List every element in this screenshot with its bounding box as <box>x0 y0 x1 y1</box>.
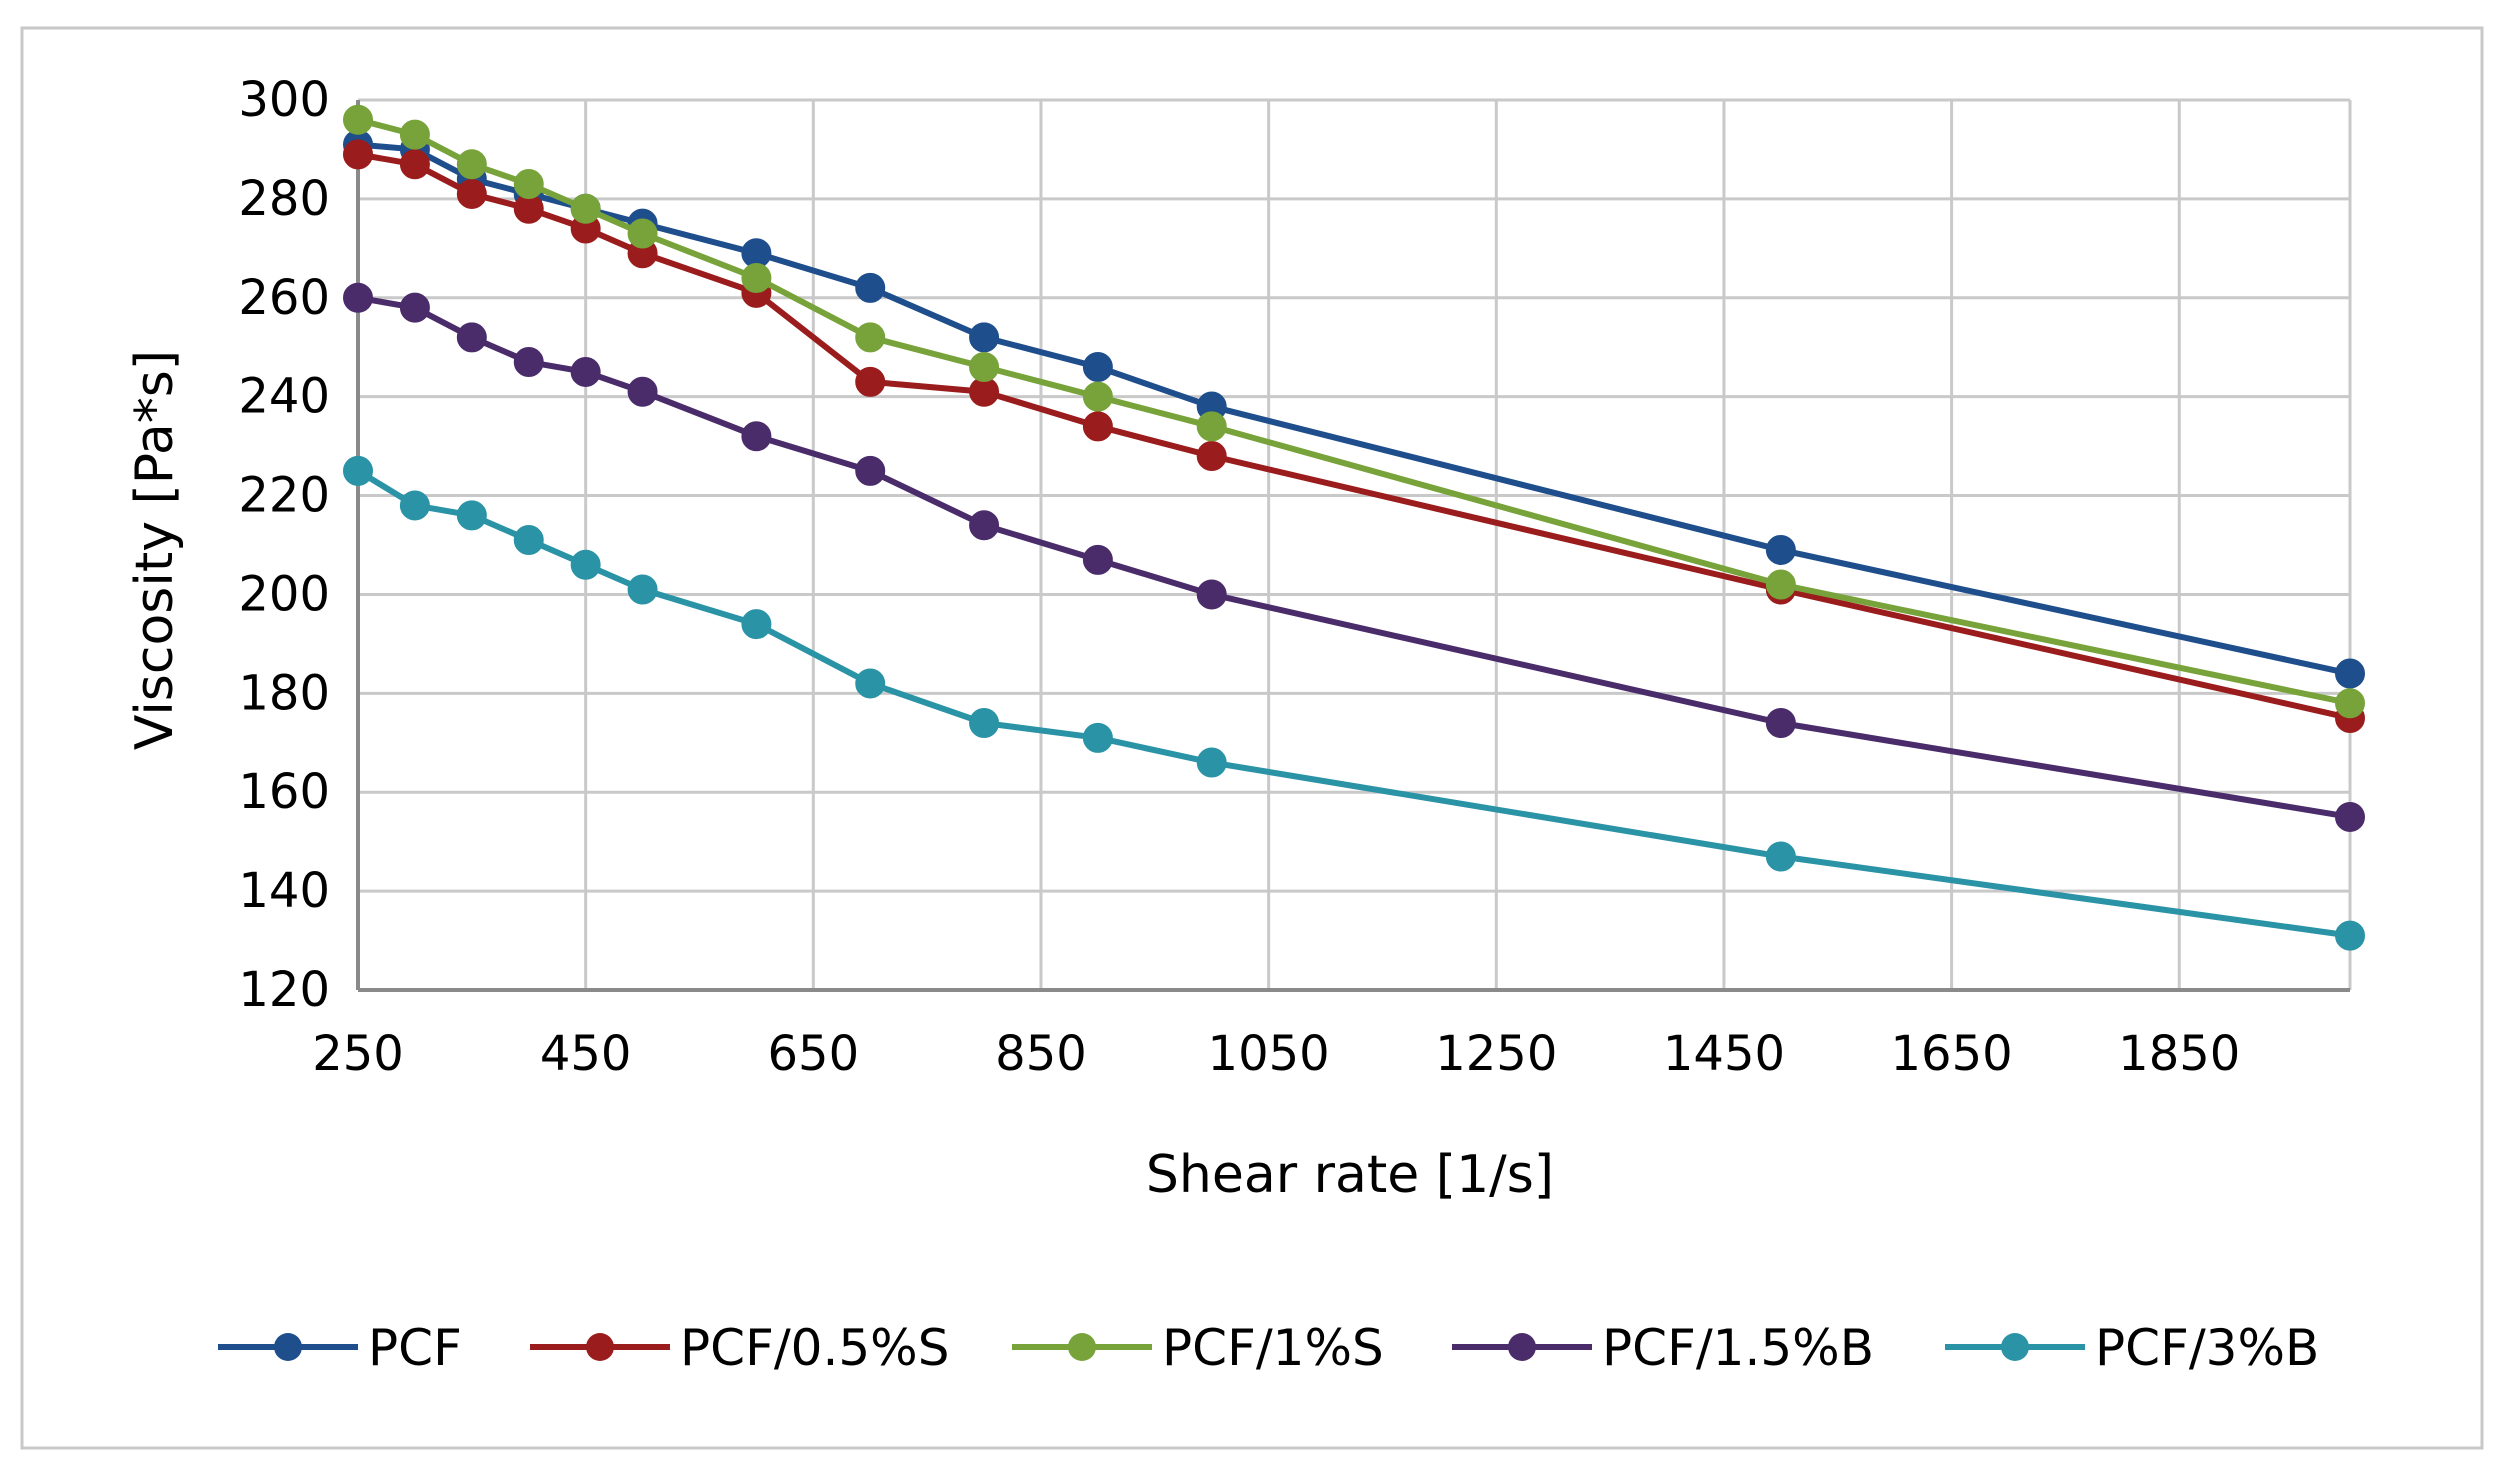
data-point <box>1765 841 1796 872</box>
y-tick-label: 260 <box>238 270 330 326</box>
data-point <box>969 322 1000 353</box>
data-point <box>513 169 544 200</box>
data-point <box>570 549 601 580</box>
legend-item: PCF/3%B <box>1945 1319 2319 1377</box>
data-point <box>343 455 373 486</box>
legend-item: PCF/0.5%S <box>530 1319 949 1377</box>
data-point <box>456 149 487 180</box>
y-tick-label: 200 <box>238 566 330 622</box>
data-point <box>399 490 430 521</box>
data-point <box>969 510 1000 541</box>
data-point <box>456 178 487 209</box>
data-point <box>855 455 886 486</box>
y-tick-label: 280 <box>238 171 330 227</box>
data-point <box>343 139 373 170</box>
data-point <box>1082 411 1113 442</box>
x-tick-label: 1450 <box>1663 1026 1785 1082</box>
legend-item: PCF <box>218 1319 462 1377</box>
data-point <box>741 609 772 640</box>
y-tick-label: 140 <box>238 863 330 919</box>
data-point <box>399 149 430 180</box>
legend-item: PCF/1.5%B <box>1452 1319 1874 1377</box>
data-point <box>399 119 430 150</box>
x-tick-label: 1650 <box>1891 1026 2013 1082</box>
data-point <box>1082 381 1113 412</box>
y-tick-label: 220 <box>238 468 330 524</box>
data-point <box>399 292 430 323</box>
data-point <box>1765 708 1796 738</box>
legend-marker <box>1068 1333 1096 1361</box>
data-point <box>2335 688 2365 719</box>
chart-border <box>20 26 2484 1450</box>
axes <box>356 100 2350 992</box>
x-axis-title: Shear rate [1/s] <box>1146 1145 1554 1205</box>
data-point <box>741 263 772 293</box>
legend-label: PCF/1.5%B <box>1602 1319 1874 1377</box>
y-tick-label: 180 <box>238 665 330 721</box>
y-axis-title: Viscosity [Pa*s] <box>125 350 185 750</box>
y-tick-label: 240 <box>238 369 330 425</box>
data-point <box>627 574 658 605</box>
data-point <box>1082 544 1113 575</box>
legend-item: PCF/1%S <box>1012 1319 1384 1377</box>
data-point <box>627 218 658 249</box>
x-tick-label: 250 <box>312 1026 404 1082</box>
legend-marker <box>1508 1333 1536 1361</box>
legend-marker <box>2001 1333 2029 1361</box>
x-tick-label: 1850 <box>2118 1026 2240 1082</box>
data-point <box>570 193 601 224</box>
tick-labels: 120 140 160 180 200 220 240 260 280 300 250 450 650 8… <box>238 72 2240 1082</box>
data-point <box>1765 569 1796 600</box>
data-point <box>1082 722 1113 753</box>
legend-label: PCF/1%S <box>1162 1319 1384 1377</box>
data-point <box>969 352 1000 382</box>
legend-marker <box>274 1333 302 1361</box>
data-point <box>969 708 1000 738</box>
x-tick-label: 1250 <box>1435 1026 1557 1082</box>
data-point <box>2335 658 2365 689</box>
legend: PCF PCF/0.5%S PCF/1%S PCF/1.5%B PCF/3%B <box>218 1319 2319 1377</box>
data-point <box>627 376 658 407</box>
x-tick-label: 450 <box>540 1026 632 1082</box>
data-point <box>741 421 772 452</box>
legend-label: PCF <box>368 1319 462 1377</box>
y-tick-label: 300 <box>238 72 330 128</box>
data-point <box>513 347 544 378</box>
legend-label: PCF/0.5%S <box>680 1319 949 1377</box>
data-point <box>343 104 373 135</box>
data-point <box>1196 579 1227 610</box>
data-point <box>855 668 886 699</box>
data-point <box>513 525 544 556</box>
y-tick-label: 160 <box>238 764 330 820</box>
data-point <box>2335 801 2365 832</box>
x-tick-label: 650 <box>768 1026 860 1082</box>
legend-marker <box>586 1333 614 1361</box>
data-point <box>456 500 487 531</box>
y-tick-label: 120 <box>238 962 330 1018</box>
x-tick-label: 1050 <box>1208 1026 1330 1082</box>
x-tick-label: 850 <box>995 1026 1087 1082</box>
data-point <box>1196 747 1227 778</box>
data-point <box>1765 534 1796 565</box>
data-point <box>570 356 601 387</box>
data-point <box>456 322 487 353</box>
data-point <box>343 282 373 313</box>
series-lines <box>343 104 2365 951</box>
data-point <box>1196 441 1227 471</box>
legend-label: PCF/3%B <box>2095 1319 2319 1377</box>
data-point <box>2335 920 2365 951</box>
data-point <box>855 272 886 303</box>
data-point <box>855 322 886 353</box>
data-point <box>855 366 886 397</box>
data-point <box>1082 352 1113 382</box>
data-point <box>1196 411 1227 442</box>
